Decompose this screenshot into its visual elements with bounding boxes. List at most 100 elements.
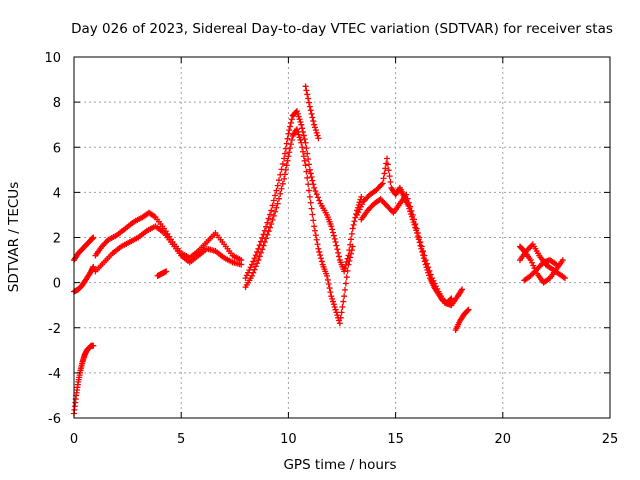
data-point (422, 257, 429, 264)
data-point (306, 103, 313, 110)
data-point (332, 239, 339, 246)
data-point (337, 314, 344, 321)
data-point (334, 312, 341, 319)
data-point (329, 229, 336, 236)
data-point (299, 128, 306, 135)
data-point (260, 242, 267, 249)
data-point (432, 283, 439, 290)
data-points (71, 83, 568, 417)
data-point (411, 221, 418, 228)
data-point (295, 113, 302, 120)
data-point (281, 175, 288, 182)
data-point (316, 197, 323, 204)
grid-layer (74, 57, 610, 418)
data-point (448, 295, 455, 302)
data-point (348, 230, 355, 237)
y-tick-label: 10 (44, 51, 61, 66)
data-point (348, 250, 355, 257)
data-point (325, 280, 332, 287)
data-point (459, 286, 466, 293)
data-point (301, 136, 308, 143)
data-point (559, 257, 566, 264)
data-point (338, 309, 345, 316)
data-point (252, 263, 259, 270)
data-point (302, 162, 309, 169)
data-point (326, 285, 333, 292)
data-point (311, 184, 318, 191)
data-point (317, 252, 324, 259)
data-point (293, 126, 300, 133)
data-point (331, 303, 338, 310)
data-point (242, 275, 249, 282)
x-tick-label: 25 (602, 432, 619, 447)
data-point (429, 275, 436, 282)
y-tick-label: 0 (53, 277, 61, 292)
x-tick-label: 15 (387, 432, 404, 447)
data-point (323, 272, 330, 279)
y-tick-label: 8 (53, 96, 61, 111)
x-axis-label: GPS time / hours (283, 457, 396, 473)
data-point (313, 236, 320, 243)
data-point (266, 211, 273, 218)
data-point (274, 182, 281, 189)
data-point (324, 276, 331, 283)
data-point (257, 249, 264, 256)
data-point (339, 303, 346, 310)
data-point (293, 108, 300, 115)
data-point (303, 145, 310, 152)
data-point (346, 257, 353, 264)
y-tick-label: -4 (48, 367, 61, 382)
data-point (329, 226, 336, 233)
data-point (312, 188, 319, 195)
data-point (300, 132, 307, 139)
data-point (350, 221, 357, 228)
series-segment-2 (71, 263, 97, 295)
data-point (309, 177, 316, 184)
data-point (464, 307, 471, 314)
data-point (311, 223, 318, 230)
data-point (163, 268, 170, 275)
data-point (413, 225, 420, 232)
x-tick-label: 20 (495, 432, 512, 447)
data-point (552, 260, 559, 267)
data-point (90, 342, 97, 349)
data-point (248, 272, 255, 279)
data-point (387, 178, 394, 185)
series-segment-7 (242, 108, 365, 282)
data-point (328, 293, 335, 300)
data-point (417, 239, 424, 246)
data-point (328, 223, 335, 230)
data-point (299, 144, 306, 151)
data-point (311, 227, 318, 234)
data-point (281, 171, 288, 178)
data-point (465, 306, 472, 313)
data-point (308, 205, 315, 212)
data-point (357, 203, 364, 210)
data-point (299, 148, 306, 155)
data-point (330, 232, 337, 239)
series-segment-15 (521, 257, 560, 284)
data-point (275, 195, 282, 202)
data-point (272, 208, 279, 215)
data-point (264, 219, 271, 226)
data-point (333, 242, 340, 249)
data-point (382, 165, 389, 172)
data-point (434, 285, 441, 292)
data-point (356, 206, 363, 213)
data-point (313, 129, 320, 136)
data-point (305, 99, 312, 106)
data-point (273, 187, 280, 194)
data-point (384, 155, 391, 162)
data-point (302, 83, 309, 90)
data-point (341, 293, 348, 300)
data-point (279, 160, 286, 167)
data-point (314, 194, 321, 201)
data-point (284, 135, 291, 142)
data-point (283, 162, 290, 169)
data-point (266, 224, 273, 231)
data-point (275, 177, 282, 184)
data-point (254, 260, 261, 267)
data-point (268, 207, 275, 214)
series-segment-8 (242, 126, 356, 327)
